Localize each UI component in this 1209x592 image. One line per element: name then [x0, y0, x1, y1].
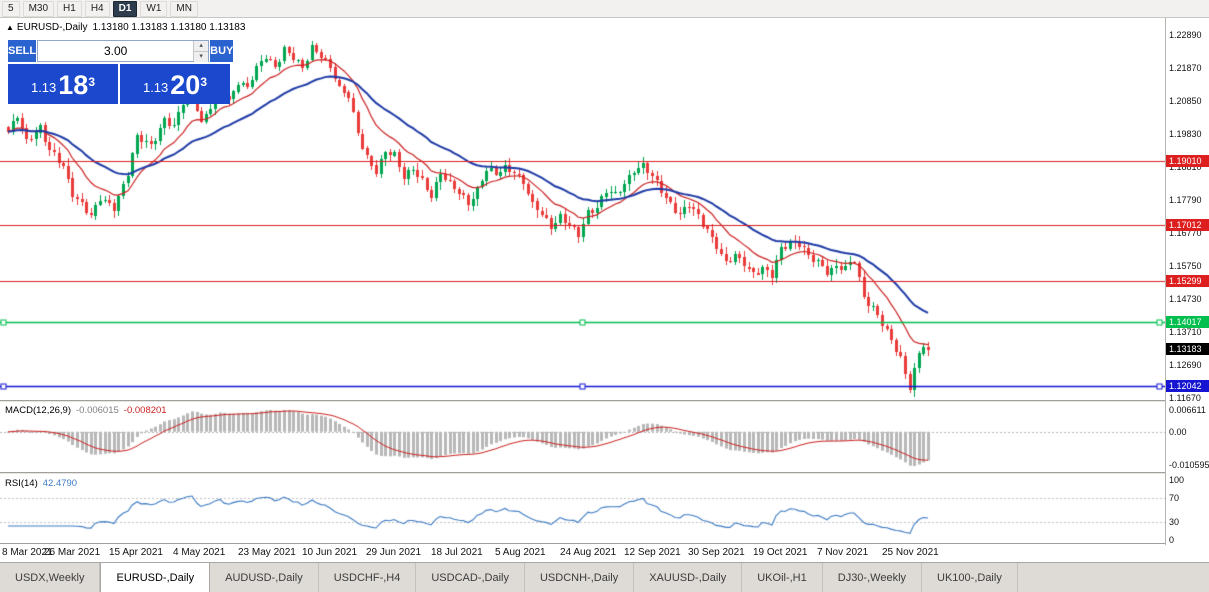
- buy-price-display[interactable]: 1.13 20 3: [120, 64, 230, 104]
- sell-price-display[interactable]: 1.13 18 3: [8, 64, 118, 104]
- pane-separator-macd[interactable]: [0, 400, 1209, 402]
- chart-tab-dj30-weekly[interactable]: DJ30-,Weekly: [823, 563, 923, 592]
- timeframe-button-5[interactable]: 5: [2, 0, 20, 17]
- date-label: 24 Aug 2021: [560, 547, 617, 558]
- sell-price-base: 1.13: [30, 80, 57, 95]
- rsi-axis-label: 0: [1169, 535, 1175, 545]
- date-label: 8 Mar 2021: [2, 547, 53, 558]
- price-axis-label: 1.22890: [1169, 30, 1202, 40]
- timeframe-button-mn[interactable]: MN: [170, 0, 198, 17]
- price-axis-label: 1.15750: [1169, 261, 1202, 271]
- chart-tab-uk100-daily[interactable]: UK100-,Daily: [922, 563, 1018, 592]
- date-label: 30 Sep 2021: [688, 547, 745, 558]
- date-label: 12 Sep 2021: [624, 547, 681, 558]
- date-label: 4 May 2021: [173, 547, 226, 558]
- timeframe-button-h4[interactable]: H4: [84, 0, 110, 17]
- volume-input[interactable]: [38, 41, 194, 61]
- price-axis[interactable]: 0.006611 0.00 -0.010595 1.22890 1.21870 1.…: [1165, 18, 1209, 545]
- macd-indicator-label: MACD(12,26,9) -0.006015 -0.008201: [5, 405, 167, 416]
- buy-price-pip: 3: [200, 75, 208, 89]
- macd-signal-value: -0.008201: [123, 405, 167, 416]
- price-axis-label: 1.20850: [1169, 96, 1202, 106]
- chart-tab-usdcad-daily[interactable]: USDCAD-,Daily: [416, 563, 525, 592]
- price-level-badge: 1.19010: [1166, 155, 1209, 167]
- date-label: 26 Mar 2021: [44, 547, 101, 558]
- timeframe-button-d1[interactable]: D1: [112, 0, 138, 17]
- current-price-badge: 1.13183: [1166, 343, 1209, 355]
- date-label: 10 Jun 2021: [302, 547, 358, 558]
- volume-down-button[interactable]: ▾: [194, 51, 209, 62]
- pane-separator-rsi[interactable]: [0, 472, 1209, 474]
- chart-tab-ukoil-h1[interactable]: UKOil-,H1: [742, 563, 823, 592]
- chart-tab-usdchf-h4[interactable]: USDCHF-,H4: [319, 563, 417, 592]
- chart-tab-usdx-weekly[interactable]: USDX,Weekly: [0, 563, 101, 592]
- collapse-arrow-icon[interactable]: ▲: [6, 23, 14, 32]
- chart-title: ▲ EURUSD-,Daily 1.13180 1.13183 1.13180 1.…: [6, 22, 245, 33]
- volume-spinner: ▴ ▾: [193, 41, 209, 62]
- macd-axis-min-label: -0.010595: [1169, 460, 1209, 470]
- price-axis-label: 1.11670: [1169, 393, 1201, 403]
- rsi-axis-label: 70: [1169, 493, 1180, 503]
- ohlc-quote-line: 1.13180 1.13183 1.13180 1.13183: [92, 22, 246, 33]
- timeframe-button-w1[interactable]: W1: [140, 0, 168, 17]
- price-axis-label: 1.12690: [1169, 360, 1202, 370]
- price-axis-label: 1.17790: [1169, 195, 1202, 205]
- chart-tab-audusd-daily[interactable]: AUDUSD-,Daily: [210, 563, 319, 592]
- price-axis-label: 1.19830: [1169, 129, 1202, 139]
- price-chart-canvas[interactable]: [0, 18, 1165, 545]
- macd-axis-zero-label: 0.00: [1169, 427, 1187, 437]
- date-label: 18 Jul 2021: [431, 547, 483, 558]
- price-axis-label: 1.21870: [1169, 63, 1202, 73]
- chart-tab-xauusd-daily[interactable]: XAUUSD-,Daily: [634, 563, 743, 592]
- timeframe-button-m30[interactable]: M30: [22, 0, 55, 17]
- symbol-period-label: EURUSD-,Daily: [16, 22, 88, 33]
- date-label: 23 May 2021: [238, 547, 296, 558]
- price-axis-label: 1.13710: [1169, 327, 1202, 337]
- buy-price-big: 20: [170, 70, 201, 100]
- chart-tab-usdcnh-daily[interactable]: USDCNH-,Daily: [525, 563, 635, 592]
- macd-title: MACD(12,26,9): [5, 405, 71, 416]
- sell-price-pip: 3: [88, 75, 96, 89]
- sell-button[interactable]: SELL: [8, 40, 37, 62]
- date-label: 29 Jun 2021: [366, 547, 422, 558]
- pane-separator-dates: [0, 543, 1209, 544]
- price-level-badge: 1.12042: [1166, 380, 1209, 392]
- price-level-badge: 1.15299: [1166, 275, 1209, 287]
- rsi-axis-label: 30: [1169, 517, 1180, 527]
- timeframe-button-h1[interactable]: H1: [57, 0, 82, 17]
- volume-field: ▴ ▾: [37, 40, 210, 62]
- date-label: 19 Oct 2021: [753, 547, 808, 558]
- rsi-title: RSI(14): [5, 478, 38, 489]
- price-axis-label: 1.14730: [1169, 294, 1202, 304]
- rsi-axis-label: 100: [1169, 475, 1185, 485]
- rsi-indicator-label: RSI(14) 42.4790: [5, 478, 77, 489]
- buy-price-base: 1.13: [142, 80, 169, 95]
- price-level-badge: 1.17012: [1166, 219, 1209, 231]
- rsi-value: 42.4790: [42, 478, 78, 489]
- price-axis-label: 1.16770: [1169, 228, 1202, 238]
- date-label: 25 Nov 2021: [882, 547, 939, 558]
- chart-tab-eurusd-daily[interactable]: EURUSD-,Daily: [100, 563, 211, 592]
- sell-price-big: 18: [58, 70, 89, 100]
- time-axis[interactable]: 8 Mar 2021 26 Mar 2021 15 Apr 2021 4 May 20…: [0, 546, 1165, 562]
- buy-button[interactable]: BUY: [210, 40, 234, 62]
- price-level-badge: 1.14017: [1166, 316, 1209, 328]
- volume-up-button[interactable]: ▴: [194, 41, 209, 51]
- date-label: 15 Apr 2021: [109, 547, 163, 558]
- date-label: 5 Aug 2021: [495, 547, 546, 558]
- macd-axis-max-label: 0.006611: [1169, 405, 1206, 415]
- chart-tabs-bar: USDX,Weekly EURUSD-,Daily AUDUSD-,Daily USD…: [0, 562, 1209, 592]
- macd-main-value: -0.006015: [76, 405, 119, 416]
- price-axis-label: 1.18810: [1169, 162, 1202, 172]
- timeframe-toolbar: 5 M30 H1 H4 D1 W1 MN: [0, 0, 1209, 18]
- date-label: 7 Nov 2021: [817, 547, 869, 558]
